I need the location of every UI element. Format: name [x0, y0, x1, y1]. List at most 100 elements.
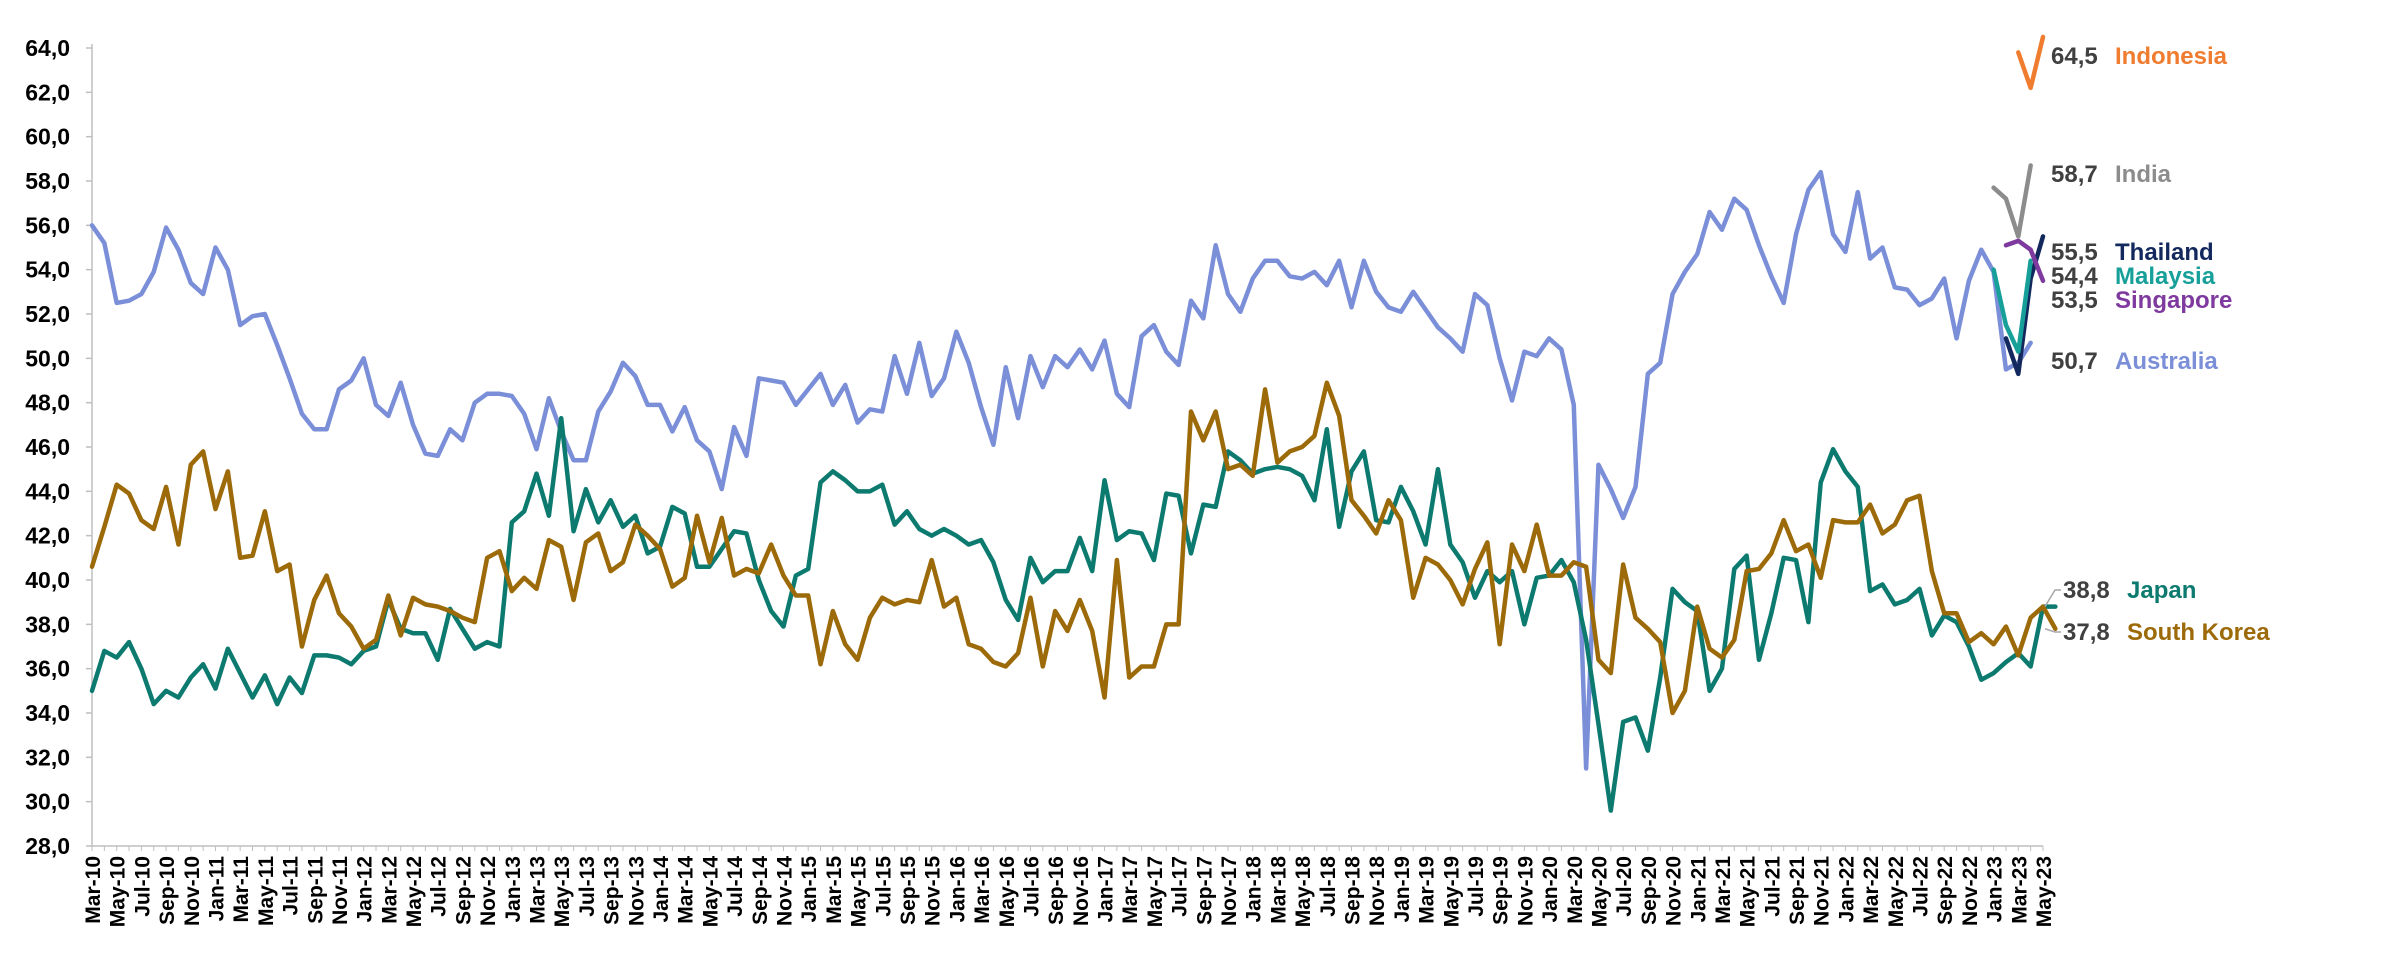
end-value-india: 58,7: [2051, 161, 2098, 188]
x-tick-label: May-10: [107, 856, 130, 927]
x-tick-label: May-13: [551, 856, 574, 927]
axes: 28,0 30,0 32,0 34,0 36,0 38,0 40,0 42,0 44,0 46,0…: [25, 35, 2056, 927]
x-tick-label: Mar-17: [1119, 856, 1142, 924]
x-tick-label: Sep-17: [1193, 856, 1216, 925]
x-tick-label: May-21: [1737, 856, 1760, 928]
y-tick-label: 34,0: [25, 700, 70, 726]
y-tick-label: 58,0: [25, 168, 70, 194]
label-leader-south-korea: [2044, 628, 2061, 633]
x-tick-label: May-20: [1588, 856, 1611, 927]
series-line-thailand: [2003, 234, 2046, 377]
x-tick-label: May-12: [403, 856, 426, 927]
y-tick-label: 50,0: [25, 345, 70, 371]
x-tick-label: Nov-20: [1663, 856, 1686, 926]
x-tick-label: Sep-18: [1342, 856, 1365, 925]
x-tick-label: Jul-10: [131, 856, 154, 917]
x-tick-label: Mar-23: [2008, 856, 2031, 924]
series-line-south-korea: [89, 380, 2058, 716]
x-tick-label: Jul-22: [1910, 856, 1933, 917]
x-tick-label: May-16: [996, 856, 1019, 927]
x-tick-label: Jul-20: [1613, 856, 1636, 917]
legend-label-india: India: [2115, 161, 2172, 188]
x-tick-label: Jan-14: [650, 856, 673, 923]
x-tick-label: Nov-18: [1366, 856, 1389, 926]
x-tick-label: Jan-22: [1835, 856, 1858, 923]
y-tick-label: 28,0: [25, 833, 70, 859]
x-tick-label: Mar-22: [1860, 856, 1883, 924]
x-tick-label: Jan-20: [1539, 856, 1562, 923]
x-tick-label: Nov-22: [1959, 856, 1982, 926]
x-tick-label: Mar-19: [1416, 856, 1439, 924]
x-tick-label: Jan-21: [1687, 856, 1710, 923]
y-tick-label: 62,0: [25, 79, 70, 105]
x-tick-label: Jul-13: [576, 856, 599, 917]
x-tick-label: Jul-17: [1169, 856, 1192, 917]
series-lines: [89, 34, 2058, 813]
x-tick-label: Sep-22: [1934, 856, 1957, 925]
x-tick-label: Nov-13: [625, 856, 648, 926]
x-tick-label: Mar-18: [1267, 856, 1290, 924]
y-tick-label: 60,0: [25, 124, 70, 150]
y-tick-label: 48,0: [25, 390, 70, 416]
series-line-india: [1991, 163, 2033, 239]
x-tick-label: Jul-14: [724, 856, 747, 917]
y-tick-label: 36,0: [25, 656, 70, 682]
y-tick-label: 38,0: [25, 611, 70, 637]
y-tick-label: 52,0: [25, 301, 70, 327]
y-tick-label: 44,0: [25, 478, 70, 504]
x-tick-label: Jan-13: [502, 856, 525, 923]
x-tick-label: Jan-12: [354, 856, 377, 923]
x-tick-label: Mar-11: [230, 856, 253, 923]
end-value-indonesia: 64,5: [2051, 43, 2098, 70]
x-tick-label: May-19: [1440, 856, 1463, 927]
x-tick-label: Sep-12: [452, 856, 475, 925]
x-tick-label: Jul-18: [1317, 856, 1340, 917]
series-line-japan: [89, 415, 2058, 813]
series-line-australia: [89, 169, 2033, 771]
x-tick-label: Jul-16: [1020, 856, 1043, 917]
x-tick-label: Jan-23: [1984, 856, 2007, 923]
label-leader-japan: [2044, 589, 2061, 607]
end-value-thailand: 55,5: [2051, 239, 2098, 266]
y-tick-label: 30,0: [25, 789, 70, 815]
x-tick-label: Sep-21: [1786, 856, 1809, 925]
end-labels: 50,7 Australia 38,8 Japan 37,8 South Korea 64,…: [2044, 43, 2270, 646]
x-tick-label: Jan-18: [1243, 856, 1266, 923]
x-tick-label: Mar-21: [1712, 856, 1735, 924]
x-tick-label: May-22: [1885, 856, 1908, 927]
series-line-singapore: [2003, 238, 2046, 283]
x-tick-label: Sep-19: [1490, 856, 1513, 925]
x-tick-label: Nov-16: [1070, 856, 1093, 926]
x-tick-label: Jul-12: [428, 856, 451, 917]
x-tick-label: Mar-12: [378, 856, 401, 924]
x-tick-label: Nov-11: [329, 856, 352, 925]
x-tick-label: Mar-13: [527, 856, 550, 924]
x-tick-label: Mar-15: [823, 856, 846, 924]
y-tick-label: 40,0: [25, 567, 70, 593]
legend-label-malaysia: Malaysia: [2115, 263, 2216, 290]
x-tick-label: Jan-16: [946, 856, 969, 923]
x-tick-label: Jul-15: [872, 856, 895, 917]
x-tick-label: Nov-10: [181, 856, 204, 926]
x-tick-label: Sep-11: [304, 856, 327, 924]
end-value-australia: 50,7: [2051, 348, 2098, 375]
x-tick-label: Mar-10: [82, 856, 105, 924]
x-tick-label: Nov-21: [1811, 856, 1834, 926]
end-value-malaysia: 54,4: [2051, 263, 2098, 290]
y-tick-label: 46,0: [25, 434, 70, 460]
x-tick-label: Nov-15: [922, 856, 945, 926]
x-tick-label: Mar-20: [1564, 856, 1587, 924]
x-tick-label: Sep-14: [749, 856, 772, 925]
legend-label-singapore: Singapore: [2115, 287, 2232, 314]
x-tick-label: Jan-17: [1095, 856, 1118, 923]
legend-label-indonesia: Indonesia: [2115, 43, 2228, 70]
y-tick-label: 42,0: [25, 523, 70, 549]
legend-label-south-korea: South Korea: [2127, 619, 2270, 646]
end-value-singapore: 53,5: [2051, 287, 2098, 314]
legend-label-japan: Japan: [2127, 577, 2196, 604]
x-tick-label: Sep-20: [1638, 856, 1661, 925]
x-tick-label: Nov-12: [477, 856, 500, 926]
x-tick-label: Jul-19: [1465, 856, 1488, 917]
end-value-south-korea: 37,8: [2063, 619, 2110, 646]
